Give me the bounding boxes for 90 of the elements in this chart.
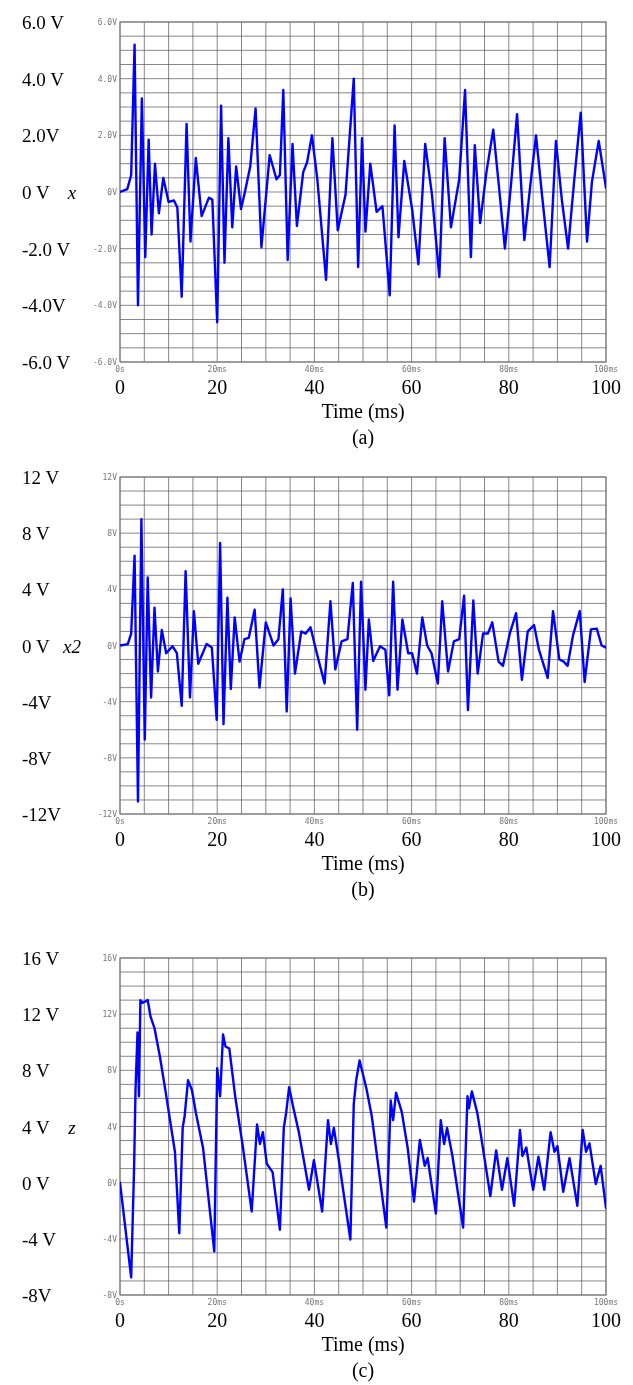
y2-tick-label: 8V bbox=[107, 529, 118, 539]
x2-tick-label: 80ms bbox=[499, 365, 519, 374]
x-tick-label: 40 bbox=[304, 1309, 325, 1331]
x-tick-label: 40 bbox=[304, 376, 325, 398]
y-tick-label: 12 V bbox=[22, 467, 60, 488]
line-series bbox=[120, 998, 606, 1279]
x2-tick-label: 100ms bbox=[593, 1298, 619, 1307]
y-tick-label: 16 V bbox=[22, 948, 60, 969]
y-tick-label: -4.0V bbox=[22, 295, 67, 317]
y2-tick-label: -8V bbox=[102, 1291, 118, 1300]
x-tick-label: 80 bbox=[498, 376, 519, 398]
y-tick-label: -8V bbox=[22, 747, 52, 769]
x2-tick-label: 20ms bbox=[207, 817, 228, 826]
x2-tick-label: 60ms bbox=[401, 817, 422, 826]
x2-tick-label: 0s bbox=[115, 1298, 125, 1307]
y-tick-label: -12V bbox=[22, 804, 62, 825]
x2-tick-label: 20ms bbox=[207, 1298, 228, 1307]
y2-tick-label: 12V bbox=[102, 1010, 118, 1020]
x2-tick-label: 40ms bbox=[304, 1298, 325, 1307]
y-tick-label: 8 V bbox=[22, 523, 50, 545]
x-axis-title: Time (ms) bbox=[321, 400, 405, 423]
x-tick-label: 100 bbox=[591, 376, 621, 398]
y2-tick-label: 0V bbox=[107, 641, 118, 651]
x-axis-title: Time (ms) bbox=[321, 1333, 405, 1356]
x2-tick-label: 80ms bbox=[499, 817, 519, 826]
y2-tick-label: 12V bbox=[102, 473, 118, 482]
y2-tick-label: -4V bbox=[102, 1234, 118, 1244]
y2-tick-label: 0V bbox=[107, 188, 118, 197]
x-tick-label: 60 bbox=[401, 376, 422, 398]
x2-tick-label: 100ms bbox=[593, 817, 619, 826]
y-tick-label: 0 V bbox=[22, 1172, 50, 1194]
text: (a) bbox=[351, 426, 375, 449]
y-tick-label: 12 V bbox=[22, 1004, 60, 1026]
y-tick-label: -6.0 V bbox=[22, 352, 71, 373]
y2-tick-label: -2.0V bbox=[92, 244, 118, 254]
y-tick-label: 0 V bbox=[22, 635, 50, 657]
y-tick-label: -4V bbox=[22, 691, 52, 713]
x-tick-label: 20 bbox=[207, 376, 228, 398]
x-tick-label: 20 bbox=[207, 1309, 228, 1331]
x-tick-label: 60 bbox=[401, 1309, 422, 1331]
x2-tick-label: 60ms bbox=[401, 365, 422, 374]
y2-tick-label: -12V bbox=[97, 810, 118, 819]
y-tick-label: 8 V bbox=[22, 1060, 50, 1082]
y-tick-label: -2.0 V bbox=[22, 238, 71, 260]
x2-tick-label: 40ms bbox=[304, 365, 325, 374]
y2-tick-label: 6.0V bbox=[97, 18, 118, 27]
x-tick-label: 80 bbox=[498, 1309, 519, 1331]
y-tick-label: -8V bbox=[22, 1285, 52, 1306]
text: (c) bbox=[351, 1359, 375, 1382]
x2-tick-label: 100ms bbox=[593, 365, 619, 374]
y2-tick-label: 0V bbox=[107, 1178, 118, 1188]
y2-tick-label: 4V bbox=[107, 1122, 118, 1132]
x2-tick-label: 80ms bbox=[499, 1298, 519, 1307]
y-tick-label: 6.0 V bbox=[22, 12, 65, 33]
x-axis-title: Time (ms) bbox=[321, 852, 405, 875]
y2-tick-label: -4V bbox=[102, 697, 118, 707]
y-tick-label: -4 V bbox=[22, 1228, 57, 1250]
y2-tick-label: 2.0V bbox=[97, 131, 118, 141]
x-tick-label: 0 bbox=[115, 1309, 125, 1331]
x2-tick-label: 0s bbox=[115, 817, 125, 826]
y-tick-label: 4 V bbox=[22, 1116, 50, 1138]
x2-tick-label: 0s bbox=[115, 365, 125, 374]
y-tick-label: 4.0 V bbox=[22, 68, 65, 90]
x-tick-label: 0 bbox=[115, 828, 125, 850]
y-tick-label: 0 V bbox=[22, 182, 50, 203]
y2-tick-label: 4V bbox=[107, 585, 118, 595]
line-series bbox=[120, 517, 606, 803]
x2-tick-label: 60ms bbox=[401, 1298, 422, 1307]
y2-tick-label: 4.0V bbox=[97, 74, 118, 84]
y2-tick-label: 8V bbox=[107, 1066, 118, 1076]
x2-tick-label: 40ms bbox=[304, 817, 325, 826]
y2-tick-label: -6.0V bbox=[92, 358, 118, 367]
x-tick-label: 40 bbox=[304, 828, 325, 850]
y2-tick-label: -8V bbox=[102, 753, 118, 763]
y-tick-label: 4 V bbox=[22, 579, 50, 601]
y-tick-label: 2.0V bbox=[22, 125, 60, 147]
text: (b) bbox=[351, 878, 375, 901]
x-tick-label: 80 bbox=[498, 828, 519, 850]
x-tick-label: 100 bbox=[591, 828, 621, 850]
line-series bbox=[120, 43, 606, 324]
x-tick-label: 60 bbox=[401, 828, 422, 850]
x-tick-label: 0 bbox=[115, 376, 125, 398]
y-axis-title: x bbox=[66, 182, 77, 203]
y2-tick-label: -4.0V bbox=[92, 301, 118, 311]
y2-tick-label: 16V bbox=[102, 954, 118, 963]
x-tick-label: 100 bbox=[591, 1309, 621, 1331]
x2-tick-label: 20ms bbox=[207, 365, 228, 374]
x-tick-label: 20 bbox=[207, 828, 228, 850]
y-axis-title: z bbox=[67, 1116, 77, 1138]
y-axis-title: x2 bbox=[62, 635, 82, 657]
